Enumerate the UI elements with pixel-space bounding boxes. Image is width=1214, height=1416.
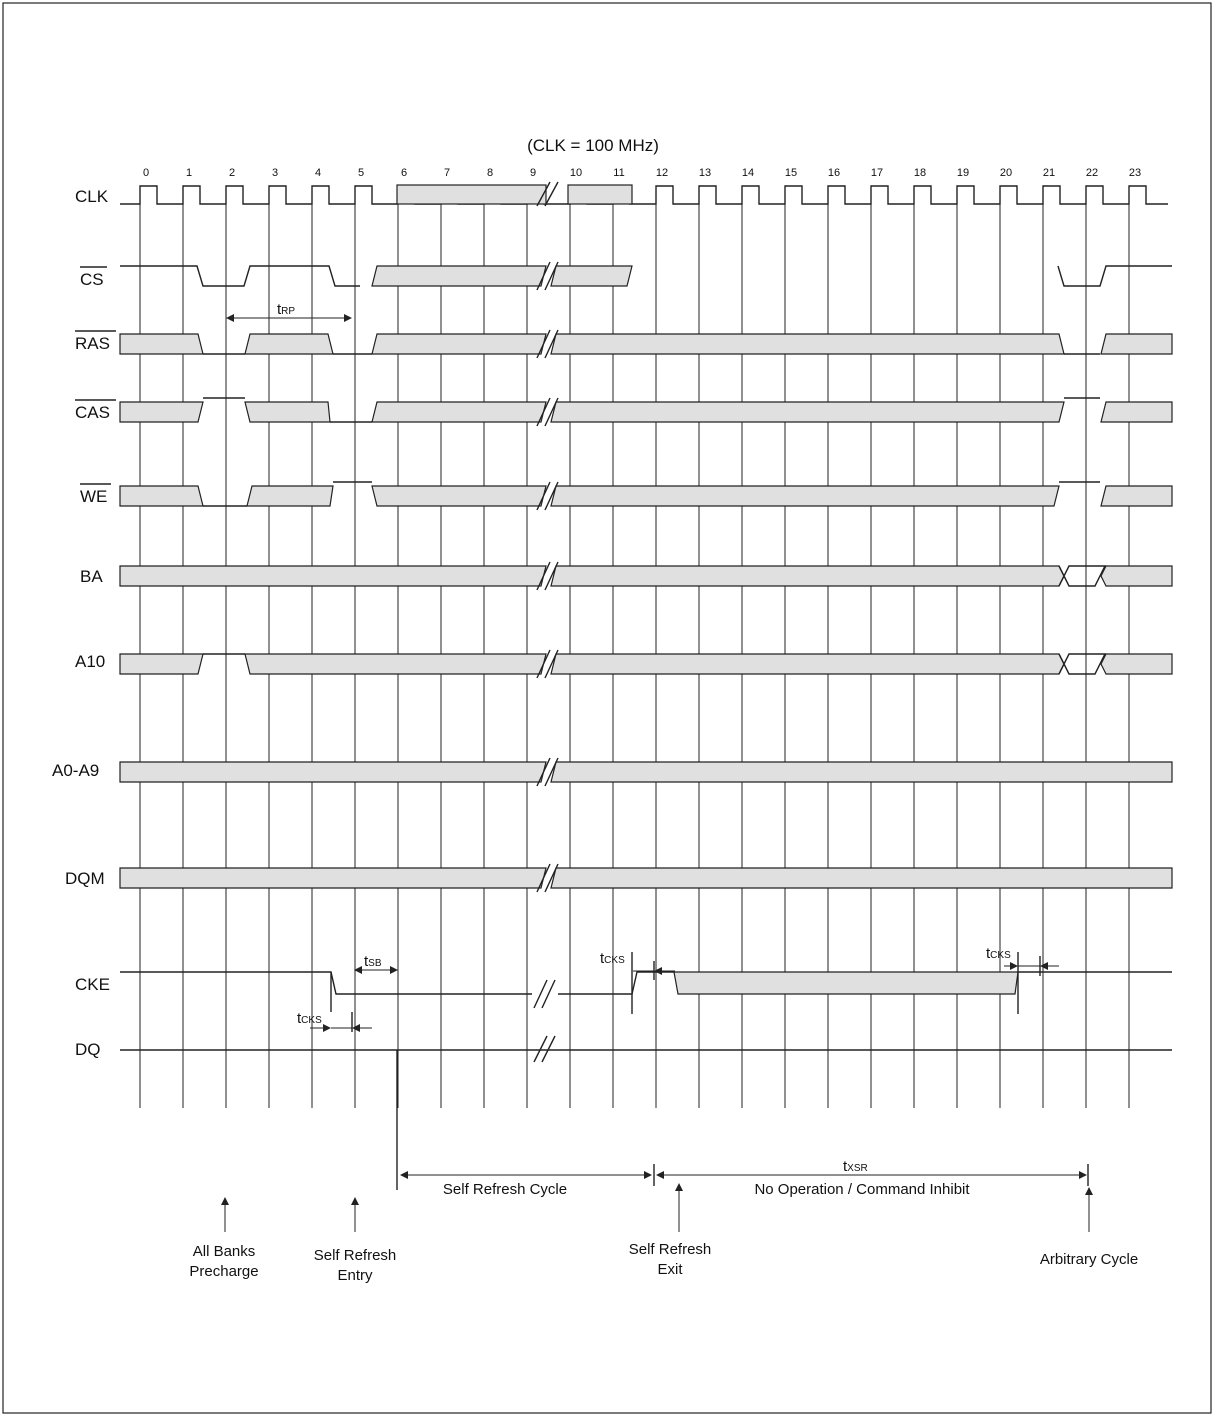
- tcks-exit-annotation: tCKS: [600, 950, 675, 980]
- clock-number: 20: [1000, 167, 1012, 179]
- svg-text:Self Refresh: Self Refresh: [629, 1241, 712, 1258]
- svg-text:Arbitrary Cycle: Arbitrary Cycle: [1040, 1251, 1138, 1268]
- event-self-refresh-entry: Self Refresh Entry: [314, 1197, 397, 1284]
- clock-number: 11: [613, 167, 624, 179]
- svg-text:tCKS: tCKS: [600, 950, 625, 967]
- ras-waveform: [119, 333, 1173, 355]
- clock-number: 21: [1043, 167, 1055, 179]
- ba-waveform: [119, 565, 1173, 587]
- clock-number: 18: [914, 167, 926, 179]
- clk-waveform: [120, 184, 1168, 205]
- clock-number: 19: [957, 167, 969, 179]
- svg-text:All Banks: All Banks: [193, 1243, 256, 1260]
- clock-number: 9: [530, 167, 536, 179]
- dqm-waveform: [119, 867, 1173, 889]
- svg-text:tRP: tRP: [277, 301, 295, 318]
- trp-annotation: tRP: [226, 301, 352, 322]
- clock-number: 23: [1129, 167, 1141, 179]
- clock-number: 22: [1086, 167, 1098, 179]
- label-a10: A10: [75, 652, 105, 671]
- diagram-title: (CLK = 100 MHz): [527, 136, 659, 155]
- label-dq: DQ: [75, 1040, 101, 1059]
- clock-number: 7: [444, 167, 450, 179]
- svg-text:tCKS: tCKS: [297, 1010, 322, 1027]
- event-self-refresh-exit: Self Refresh Exit: [629, 1183, 712, 1278]
- self-refresh-cycle-span: Self Refresh Cycle: [396, 1050, 655, 1198]
- clock-number: 15: [785, 167, 797, 179]
- clock-gridlines: [139, 186, 1130, 1108]
- clock-number: 3: [272, 167, 278, 179]
- cs-waveform: [120, 265, 1172, 287]
- label-cke: CKE: [75, 975, 110, 994]
- clock-number: 12: [656, 167, 668, 179]
- clock-number: 2: [229, 167, 235, 179]
- event-arbitrary-cycle: Arbitrary Cycle: [1040, 1187, 1138, 1268]
- tcks-end-annotation: tCKS: [986, 945, 1059, 976]
- label-ba: BA: [80, 567, 103, 586]
- we-waveform: [119, 481, 1173, 507]
- svg-text:Precharge: Precharge: [189, 1263, 258, 1280]
- svg-text:No Operation / Command Inhibit: No Operation / Command Inhibit: [754, 1181, 970, 1198]
- event-all-banks-precharge: All Banks Precharge: [189, 1197, 259, 1280]
- clock-number: 5: [358, 167, 364, 179]
- label-dqm: DQM: [65, 869, 105, 888]
- cke-waveform: [120, 952, 1172, 1014]
- clock-number: 4: [315, 167, 321, 179]
- clock-number: 1: [186, 167, 192, 179]
- svg-text:Self Refresh Cycle: Self Refresh Cycle: [443, 1181, 567, 1198]
- clock-number: 10: [570, 167, 582, 179]
- svg-text:Exit: Exit: [657, 1261, 683, 1278]
- label-clk: CLK: [75, 187, 109, 206]
- clock-number: 0: [143, 167, 149, 179]
- svg-text:tSB: tSB: [364, 953, 382, 970]
- clock-cycle-numbers: 0 1 2 3 4 5 6 7 8 9 10 11 12 13 14 15 16 17 18 19 20 21 22 23: [143, 167, 1141, 179]
- label-cas: CAS: [75, 403, 110, 422]
- time-break-marks: [533, 181, 559, 1063]
- clock-number: 8: [487, 167, 493, 179]
- clock-number: 16: [828, 167, 840, 179]
- clock-number: 6: [401, 167, 407, 179]
- cas-waveform: [119, 397, 1173, 423]
- clock-number: 13: [699, 167, 711, 179]
- svg-text:Entry: Entry: [337, 1267, 373, 1284]
- label-ras: RAS: [75, 334, 110, 353]
- clock-number: 14: [742, 167, 754, 179]
- label-we: WE: [80, 487, 107, 506]
- svg-text:tCKS: tCKS: [986, 945, 1011, 962]
- a10-waveform: [119, 653, 1173, 675]
- label-cs: CS: [80, 270, 104, 289]
- addr-waveform: [119, 761, 1173, 783]
- tsb-annotation: tSB: [354, 953, 398, 974]
- tcks-entry-annotation: tCKS: [297, 1010, 372, 1032]
- clock-number: 17: [871, 167, 883, 179]
- svg-text:Self Refresh: Self Refresh: [314, 1247, 397, 1264]
- txsr-span: tXSR No Operation / Command Inhibit: [656, 1158, 1089, 1198]
- label-addr: A0-A9: [52, 761, 99, 780]
- svg-text:tXSR: tXSR: [843, 1158, 868, 1175]
